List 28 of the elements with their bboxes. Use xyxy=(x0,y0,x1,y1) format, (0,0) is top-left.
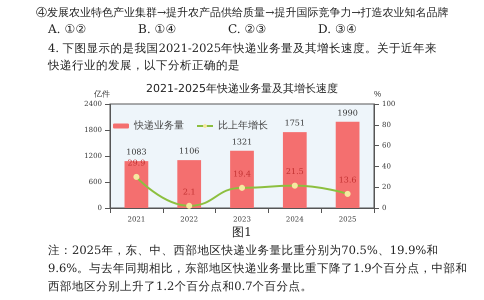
legend-label: 快递业务量 xyxy=(133,120,184,132)
data-label: 1990 xyxy=(337,108,358,118)
text: ④发展农业特色产业集群→提升农产品供给质量→提升国际竞争力→打造农业知名品牌 xyxy=(36,5,449,20)
y2-axis-title: % xyxy=(374,90,382,98)
text: 4. 下图显示的是我国2021-2025年快递业务量及其增长速度。关于近年来快递行业的发展，以下分析正确的是 xyxy=(48,40,438,74)
data-label: 2.1 xyxy=(182,187,196,196)
bar xyxy=(124,161,148,208)
text: D. ③④ xyxy=(318,22,358,36)
legend-label: 比上年增长 xyxy=(218,120,268,132)
data-label: 1083 xyxy=(126,148,147,157)
data-label: 19.4 xyxy=(233,169,251,178)
data-label: 1321 xyxy=(232,137,252,146)
chart-title: 2021-2025年快递业务量及其增长速度 xyxy=(146,82,338,95)
text: B. ①④ xyxy=(138,22,178,36)
text: 注：2025年，东、中、西部地区快递业务量比重分别为70.5%、19.9%和9.6%。与去年同期相比，东部地区快递业务量比重下降了1.9个百分点，中部和西部地区分别上升了1.2个百分点和0.7个百分点。 xyxy=(48,242,468,295)
data-label: 29.9 xyxy=(127,158,146,168)
bar xyxy=(282,132,307,208)
y-axis-title: 亿件 xyxy=(93,90,110,98)
text: C. ②③ xyxy=(228,22,268,36)
bar xyxy=(177,160,202,208)
caption: 图1 xyxy=(231,224,253,241)
bar xyxy=(230,150,254,208)
bar xyxy=(336,122,360,208)
text: A. ①② xyxy=(48,22,88,36)
data-label: 1751 xyxy=(284,118,305,128)
data-label: 21.5 xyxy=(286,167,304,176)
data-label: 1106 xyxy=(179,146,200,156)
data-label: 13.6 xyxy=(338,175,357,184)
